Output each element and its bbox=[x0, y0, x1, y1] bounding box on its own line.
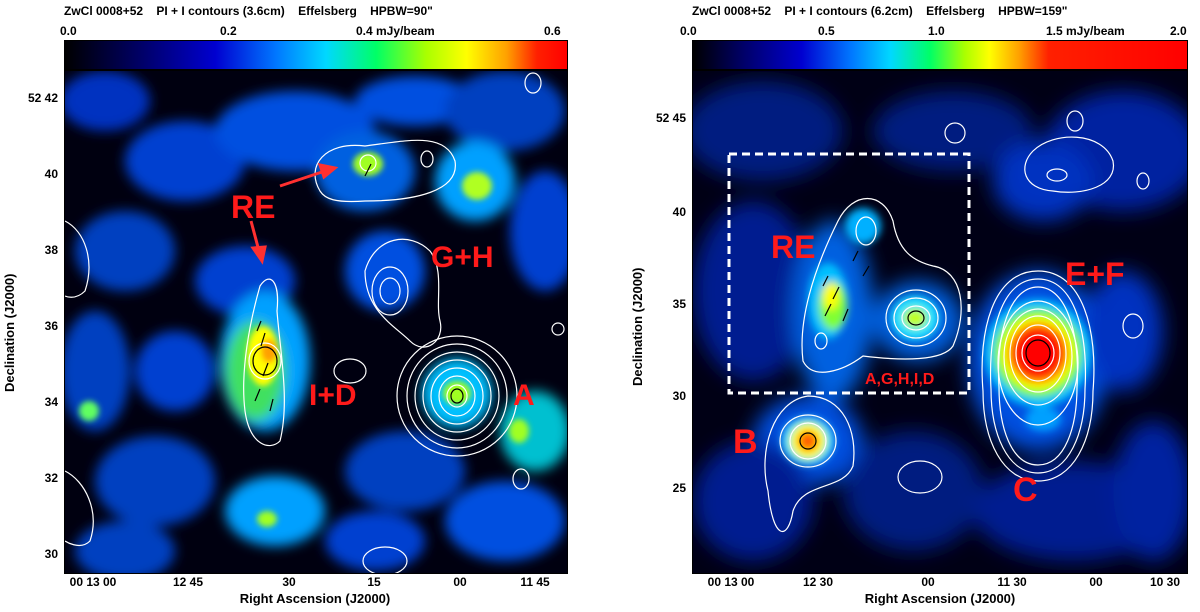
label-re-right: RE bbox=[771, 229, 816, 265]
y-tick: 32 bbox=[44, 471, 58, 485]
label-re: RE bbox=[231, 189, 276, 225]
x-tick: 00 bbox=[1089, 575, 1103, 589]
y-tick: 34 bbox=[44, 395, 58, 409]
y-tick: 35 bbox=[672, 297, 686, 311]
label-e-f: E+F bbox=[1065, 256, 1125, 292]
right-panel-6.2cm: ZwCl 0008+52 PI + I contours (6.2cm) Eff… bbox=[600, 0, 1200, 612]
label-c: C bbox=[1013, 471, 1038, 509]
y-tick: 30 bbox=[672, 389, 686, 403]
y-tick: 36 bbox=[44, 319, 58, 333]
x-tick: 00 13 00 bbox=[707, 575, 755, 589]
y-tick: 40 bbox=[672, 205, 686, 219]
x-tick: 11 45 bbox=[520, 575, 550, 589]
x-tick: 00 13 00 bbox=[69, 575, 117, 589]
label-g-h: G+H bbox=[431, 241, 494, 274]
x-tick: 10 30 bbox=[1149, 575, 1181, 589]
x-tick: 12 30 bbox=[802, 575, 834, 589]
x-tick: 30 bbox=[282, 575, 296, 589]
label-b: B bbox=[733, 423, 758, 461]
x-tick: 11 30 bbox=[997, 575, 1027, 589]
left-colorbar-tick: 0.4 mJy/beam bbox=[356, 24, 435, 38]
x-axis-label: Right Ascension (J2000) bbox=[864, 591, 1016, 606]
y-axis-label: Declination (J2000) bbox=[630, 267, 645, 387]
right-sky-map: RE E+F B C A,G,H,I,D bbox=[692, 70, 1188, 574]
y-tick: 25 bbox=[672, 481, 686, 495]
y-tick: 52 42 bbox=[27, 91, 58, 105]
label-i-d: I+D bbox=[309, 379, 357, 412]
y-tick: 40 bbox=[44, 167, 58, 181]
y-axis-label: Declination (J2000) bbox=[2, 273, 17, 393]
right-colorbar bbox=[692, 40, 1188, 70]
label-box-sources: A,G,H,I,D bbox=[865, 371, 935, 388]
x-axis-label: Right Ascension (J2000) bbox=[239, 591, 391, 606]
right-colorbar-tick: 1.5 mJy/beam bbox=[1046, 24, 1125, 38]
label-a: A bbox=[513, 379, 535, 412]
right-panel-title: ZwCl 0008+52 PI + I contours (6.2cm) Eff… bbox=[692, 4, 1068, 18]
right-colorbar-tick: 2.0 bbox=[1170, 24, 1187, 38]
x-tick: 12 45 bbox=[172, 575, 204, 589]
left-colorbar-tick: 0.2 bbox=[220, 24, 237, 38]
left-panel-title: ZwCl 0008+52 PI + I contours (3.6cm) Eff… bbox=[64, 4, 433, 18]
left-colorbar bbox=[64, 40, 568, 70]
right-colorbar-tick: 0.5 bbox=[818, 24, 835, 38]
y-tick: 52 45 bbox=[655, 111, 686, 125]
left-panel-3.6cm: ZwCl 0008+52 PI + I contours (3.6cm) Eff… bbox=[2, 4, 568, 606]
y-tick: 38 bbox=[44, 243, 58, 257]
left-sky-map: RE G+H I+D A bbox=[64, 70, 568, 574]
x-tick: 15 bbox=[367, 575, 381, 589]
left-colorbar-tick: 0.0 bbox=[60, 24, 77, 38]
right-colorbar-tick: 1.0 bbox=[928, 24, 945, 38]
x-tick: 00 bbox=[921, 575, 935, 589]
y-tick: 30 bbox=[44, 547, 58, 561]
right-colorbar-tick: 0.0 bbox=[680, 24, 697, 38]
left-colorbar-tick: 0.6 bbox=[544, 24, 561, 38]
x-tick: 00 bbox=[453, 575, 467, 589]
